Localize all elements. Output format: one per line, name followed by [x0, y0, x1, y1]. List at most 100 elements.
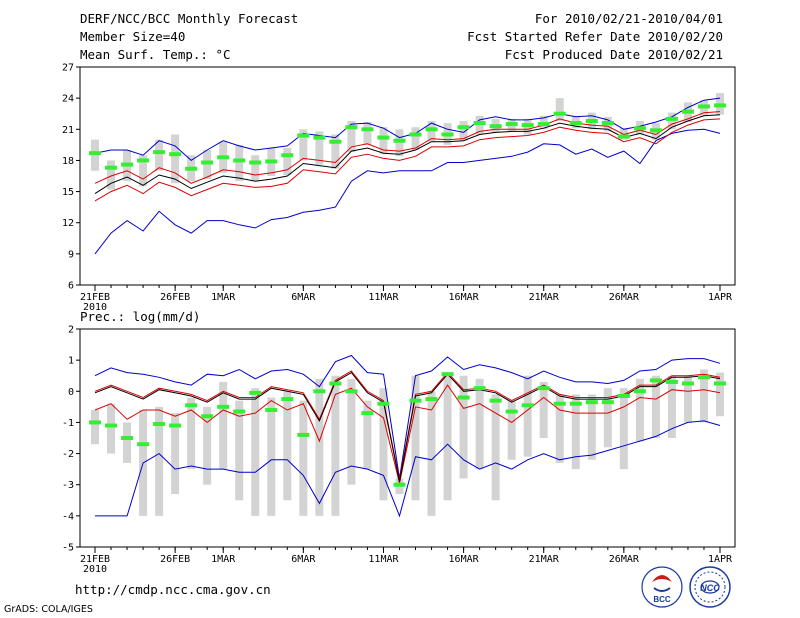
temp-median-marker — [169, 152, 182, 157]
prec-median-marker — [313, 389, 326, 394]
temp-xtick-label: 6MAR — [291, 292, 316, 303]
prec-median-marker — [697, 375, 710, 380]
temp-ensemble-box — [315, 131, 324, 165]
temp-ensemble-box — [251, 155, 260, 182]
prec-ensemble-box — [299, 400, 308, 516]
prec-ytick-label: -3 — [62, 480, 74, 491]
prec-median-marker — [409, 398, 422, 403]
prec-median-marker — [121, 436, 134, 440]
temp-ensemble-box — [347, 120, 356, 153]
prec-median-marker — [137, 442, 150, 447]
prec-median-marker — [585, 400, 598, 405]
prec-xtick-label: 16MAR — [449, 554, 480, 565]
prec-ensemble-box — [651, 375, 660, 438]
prec-median-marker — [457, 395, 470, 400]
prec-ensemble-box — [699, 369, 708, 423]
temp-ytick-label: 12 — [62, 218, 74, 229]
temp-median-marker — [153, 150, 166, 155]
temp-median-marker — [201, 160, 214, 165]
prec-median-marker — [105, 423, 118, 428]
temp-median-marker — [601, 121, 614, 126]
temp-median-marker — [345, 125, 358, 130]
temp-ensemble-box — [139, 155, 148, 187]
temp-ytick-label: 21 — [62, 125, 74, 136]
prec-median-marker — [217, 404, 230, 409]
prec-spread-lower-line — [94, 384, 721, 484]
prec-median-marker — [201, 414, 214, 419]
prec-xtick-label: 1APR — [708, 554, 733, 565]
temp-ytick-label: 6 — [68, 281, 74, 292]
prec-ytick-label: 0 — [68, 387, 74, 398]
temp-ensemble-box — [555, 98, 564, 121]
temp-median-marker — [377, 135, 390, 140]
temp-ensemble-box — [475, 115, 484, 135]
prec-ensemble-box — [619, 388, 628, 470]
prec-median-marker — [249, 390, 262, 395]
temp-median-marker — [249, 160, 262, 165]
temp-year-label: 2010 — [83, 302, 107, 313]
temp-median-marker — [137, 158, 150, 163]
prec-max-line — [94, 354, 721, 479]
prec-ensemble-box — [539, 381, 548, 438]
prec-panel-title: Prec.: log(mm/d) — [80, 309, 201, 324]
prec-ensemble-box — [331, 375, 340, 516]
forecast-period: For 2010/02/21-2010/04/01 — [534, 11, 723, 26]
temp-xtick-label: 21MAR — [529, 292, 560, 303]
chart-title: DERF/NCC/BCC Monthly Forecast — [80, 11, 299, 26]
prec-ensemble-box — [635, 378, 644, 442]
temp-median-marker — [185, 166, 198, 171]
prec-xtick-label: 26MAR — [609, 554, 640, 565]
temp-median-marker — [121, 162, 134, 167]
prec-ensemble-box — [571, 394, 580, 470]
prec-median-marker — [233, 409, 246, 414]
prec-median-marker — [505, 409, 518, 414]
prec-ensemble-box — [171, 413, 180, 495]
prec-ensemble-box — [716, 372, 724, 417]
temp-spread-upper-line — [94, 111, 721, 184]
prec-ensemble-box — [123, 422, 132, 463]
temp-xtick-label: 1APR — [708, 292, 733, 303]
temp-median-marker — [425, 127, 438, 132]
prec-median-marker — [345, 389, 358, 394]
temp-median-marker — [329, 139, 342, 144]
temp-ensemble-box — [395, 129, 404, 157]
temp-median-marker — [313, 135, 326, 140]
prec-median-marker — [377, 401, 390, 406]
temp-plot-frame — [79, 66, 736, 286]
prec-ytick-label: 1 — [68, 356, 74, 367]
prec-ensemble-box — [555, 394, 564, 463]
prec-ensemble-box — [603, 388, 612, 448]
prec-median-marker — [441, 372, 454, 377]
prec-ensemble-box — [491, 394, 500, 501]
prec-ytick-label: 2 — [68, 325, 74, 336]
prec-xtick-label: 11MAR — [368, 554, 399, 565]
prec-ensemble-box — [219, 381, 228, 470]
prec-ensemble-box — [155, 406, 164, 516]
temp-median-marker — [457, 125, 470, 130]
prec-median-marker — [425, 397, 438, 402]
temp-ensemble-box — [171, 134, 180, 184]
temp-median-marker — [489, 124, 502, 129]
prec-ensemble-box — [203, 406, 212, 485]
prec-ensemble-box — [187, 397, 196, 470]
temp-ytick-label: 24 — [62, 94, 74, 105]
prec-xtick-label: 21FEB — [80, 554, 110, 565]
prec-median-marker — [714, 381, 726, 386]
temp-ensemble-box — [235, 144, 244, 182]
prec-median-marker — [553, 401, 566, 406]
temp-ensemble-box — [459, 120, 468, 141]
prec-median-marker — [473, 386, 486, 391]
prec-median-marker — [329, 381, 342, 386]
prec-median-marker — [633, 389, 646, 394]
source-url[interactable]: http://cmdp.ncc.cma.gov.cn — [75, 582, 271, 597]
temp-xtick-label: 1MAR — [211, 292, 236, 303]
prec-year-label: 2010 — [83, 564, 107, 575]
temp-ensemble-box — [203, 150, 212, 180]
temp-median-marker — [281, 153, 294, 158]
prec-ensemble-box — [443, 372, 452, 501]
prec-ensemble-box — [235, 400, 244, 501]
prec-median-marker — [569, 401, 582, 406]
temp-ensemble-box — [331, 134, 340, 169]
temp-median-marker — [361, 127, 374, 132]
